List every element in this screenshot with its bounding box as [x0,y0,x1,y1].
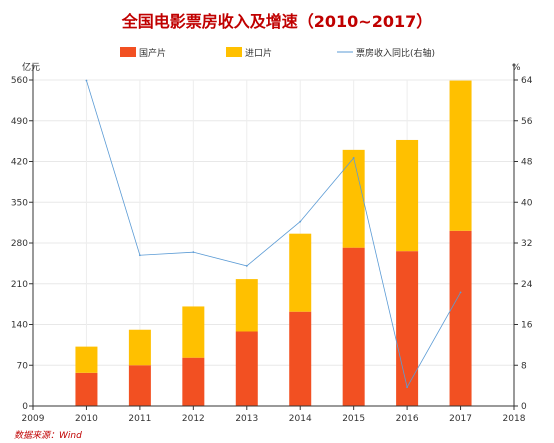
bar-domestic-2011 [128,365,151,406]
bar-imported-2017 [449,80,472,231]
x-tick-label: 2014 [289,414,312,424]
right-tick-label: 24 [521,280,533,290]
growth-line [85,79,462,389]
bar-imported-2013 [235,279,258,332]
growth-polyline [86,80,461,389]
x-tick-label: 2016 [396,414,419,424]
x-tick-label: 2009 [22,414,45,424]
legend-label-domestic: 国产片 [139,47,166,59]
growth-point-2017 [459,291,462,294]
right-tick-label: 8 [521,361,527,371]
right-tick-label: 32 [521,239,532,249]
x-tick-label: 2011 [128,414,151,424]
legend-swatch-imported [226,47,242,57]
left-tick-label: 350 [11,198,28,208]
source-note: 数据来源：Wind [14,430,82,441]
right-tick-label: 0 [521,402,527,412]
bar-imported-2011 [128,329,151,366]
x-tick-label: 2018 [503,414,526,424]
gridlines [33,79,514,406]
bar-imported-2010 [75,346,98,373]
right-tick-label: 56 [521,117,533,127]
growth-point-2012 [192,251,195,254]
bar-imported-2015 [342,149,365,248]
bars [75,80,472,406]
right-tick-label: 48 [521,158,533,168]
right-tick-label: 64 [521,76,533,86]
x-tick-label: 2010 [75,414,98,424]
bar-domestic-2012 [182,357,205,406]
x-tick-label: 2013 [235,414,258,424]
growth-point-2015 [352,157,355,159]
x-tick-label: 2017 [449,414,472,424]
growth-point-2014 [299,220,302,223]
bar-domestic-2016 [396,251,419,406]
bar-domestic-2013 [235,331,258,406]
legend-swatch-domestic [120,47,136,57]
left-tick-label: 0 [22,402,28,412]
growth-point-2011 [138,254,141,257]
bar-imported-2014 [289,233,312,312]
left-axis-unit: 亿元 [22,61,40,73]
growth-point-2013 [245,265,248,267]
left-tick-label: 140 [11,321,28,331]
x-tick-label: 2015 [342,414,365,424]
left-tick-label: 70 [17,361,29,371]
bar-domestic-2015 [342,247,365,406]
legend-label-growth: 票房收入同比(右轴) [356,47,435,59]
right-tick-label: 40 [521,198,533,208]
left-tick-label: 490 [11,117,28,127]
axes: 0 70 140 210 280 350 420 490 560 0 8 16 24 32 40 48 56 64… [11,64,533,424]
right-axis-unit: % [512,63,521,73]
right-tick-label: 16 [521,321,533,331]
growth-point-2016 [406,386,409,389]
bar-domestic-2010 [75,372,98,406]
growth-point-2010 [85,79,88,82]
chart-title: 全国电影票房收入及增速（2010~2017） [121,12,432,31]
bar-domestic-2017 [449,230,472,406]
left-tick-label: 210 [11,280,28,290]
left-tick-label: 420 [11,158,28,168]
bar-domestic-2014 [289,311,312,406]
legend: 国产片 进口片 票房收入同比(右轴) [120,47,435,59]
left-tick-label: 560 [11,76,28,86]
bar-imported-2016 [396,139,419,252]
left-tick-label: 280 [11,239,28,249]
legend-label-imported: 进口片 [245,47,272,59]
bar-imported-2012 [182,306,205,358]
x-tick-label: 2012 [182,414,205,424]
